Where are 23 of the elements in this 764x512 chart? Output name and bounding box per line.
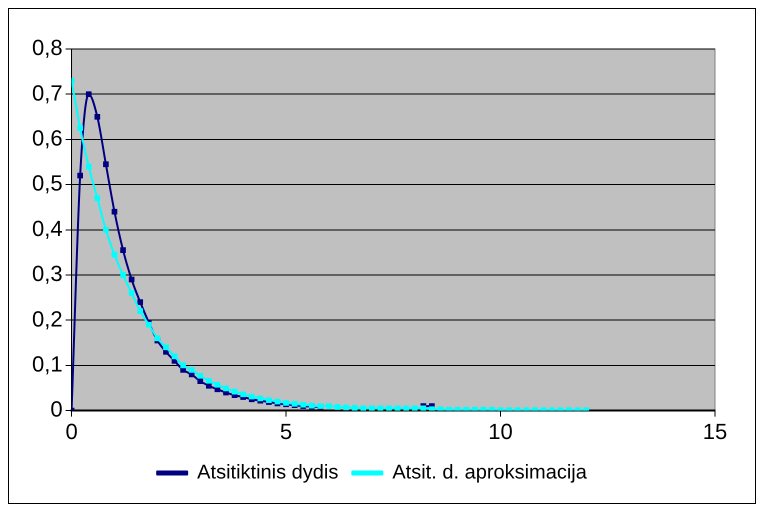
point — [77, 172, 83, 178]
y-tick-label: 0,2 — [32, 306, 63, 332]
legend-label: Atsitiktinis dydis — [197, 462, 338, 484]
y-tick-label: 0,7 — [32, 80, 63, 106]
point — [197, 378, 204, 384]
point — [94, 114, 100, 120]
y-tick-label: 0 — [50, 396, 63, 422]
y-tick-label: 0,1 — [32, 351, 63, 376]
x-tick-label: 10 — [488, 418, 513, 444]
point — [86, 91, 92, 98]
point — [112, 208, 118, 215]
x-tick-label: 15 — [702, 418, 728, 444]
y-tick-label: 0,3 — [32, 261, 63, 286]
point — [137, 299, 144, 305]
y-tick-label: 0,8 — [32, 35, 63, 60]
y-tick-label: 0,4 — [32, 216, 63, 241]
point — [103, 161, 109, 168]
legend-label: Atsit. d. aproksimacija — [392, 462, 588, 484]
y-tick-label: 0,5 — [32, 170, 63, 196]
y-tick-label: 0,6 — [32, 125, 63, 150]
point — [120, 247, 126, 253]
x-tick-label: 5 — [280, 418, 292, 444]
point — [128, 276, 134, 282]
